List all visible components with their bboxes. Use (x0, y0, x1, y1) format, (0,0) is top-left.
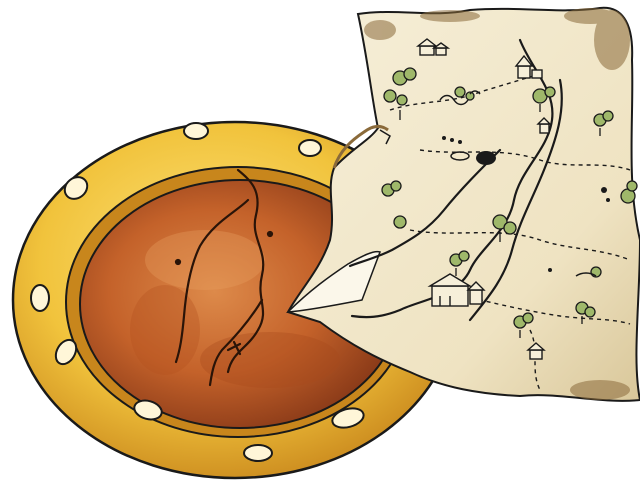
building-village-north (415, 38, 451, 56)
map-trees (381, 67, 638, 338)
building-town-center (514, 54, 543, 79)
building-hamlet-south (526, 342, 546, 360)
paper-burn-marks (364, 8, 630, 400)
paper-tear-edge (332, 124, 389, 169)
rim-hole (183, 122, 209, 140)
rim-hole (133, 399, 163, 421)
rim-hole (30, 284, 50, 312)
building-castle (427, 273, 486, 307)
rim-hole (298, 139, 322, 157)
map-marks (379, 90, 597, 277)
map-lake (442, 136, 610, 272)
bowl-river-lines (174, 168, 274, 387)
map-buildings (415, 38, 552, 360)
paper-fold-flap (286, 250, 381, 313)
building-mill (536, 117, 552, 134)
map-rivers (348, 38, 563, 322)
map-paper (286, 6, 640, 402)
rim-hole (243, 444, 273, 462)
rim-hole (63, 176, 89, 200)
rim-hole (331, 407, 365, 429)
rim-holes (30, 122, 365, 462)
rim-hole (54, 338, 78, 366)
